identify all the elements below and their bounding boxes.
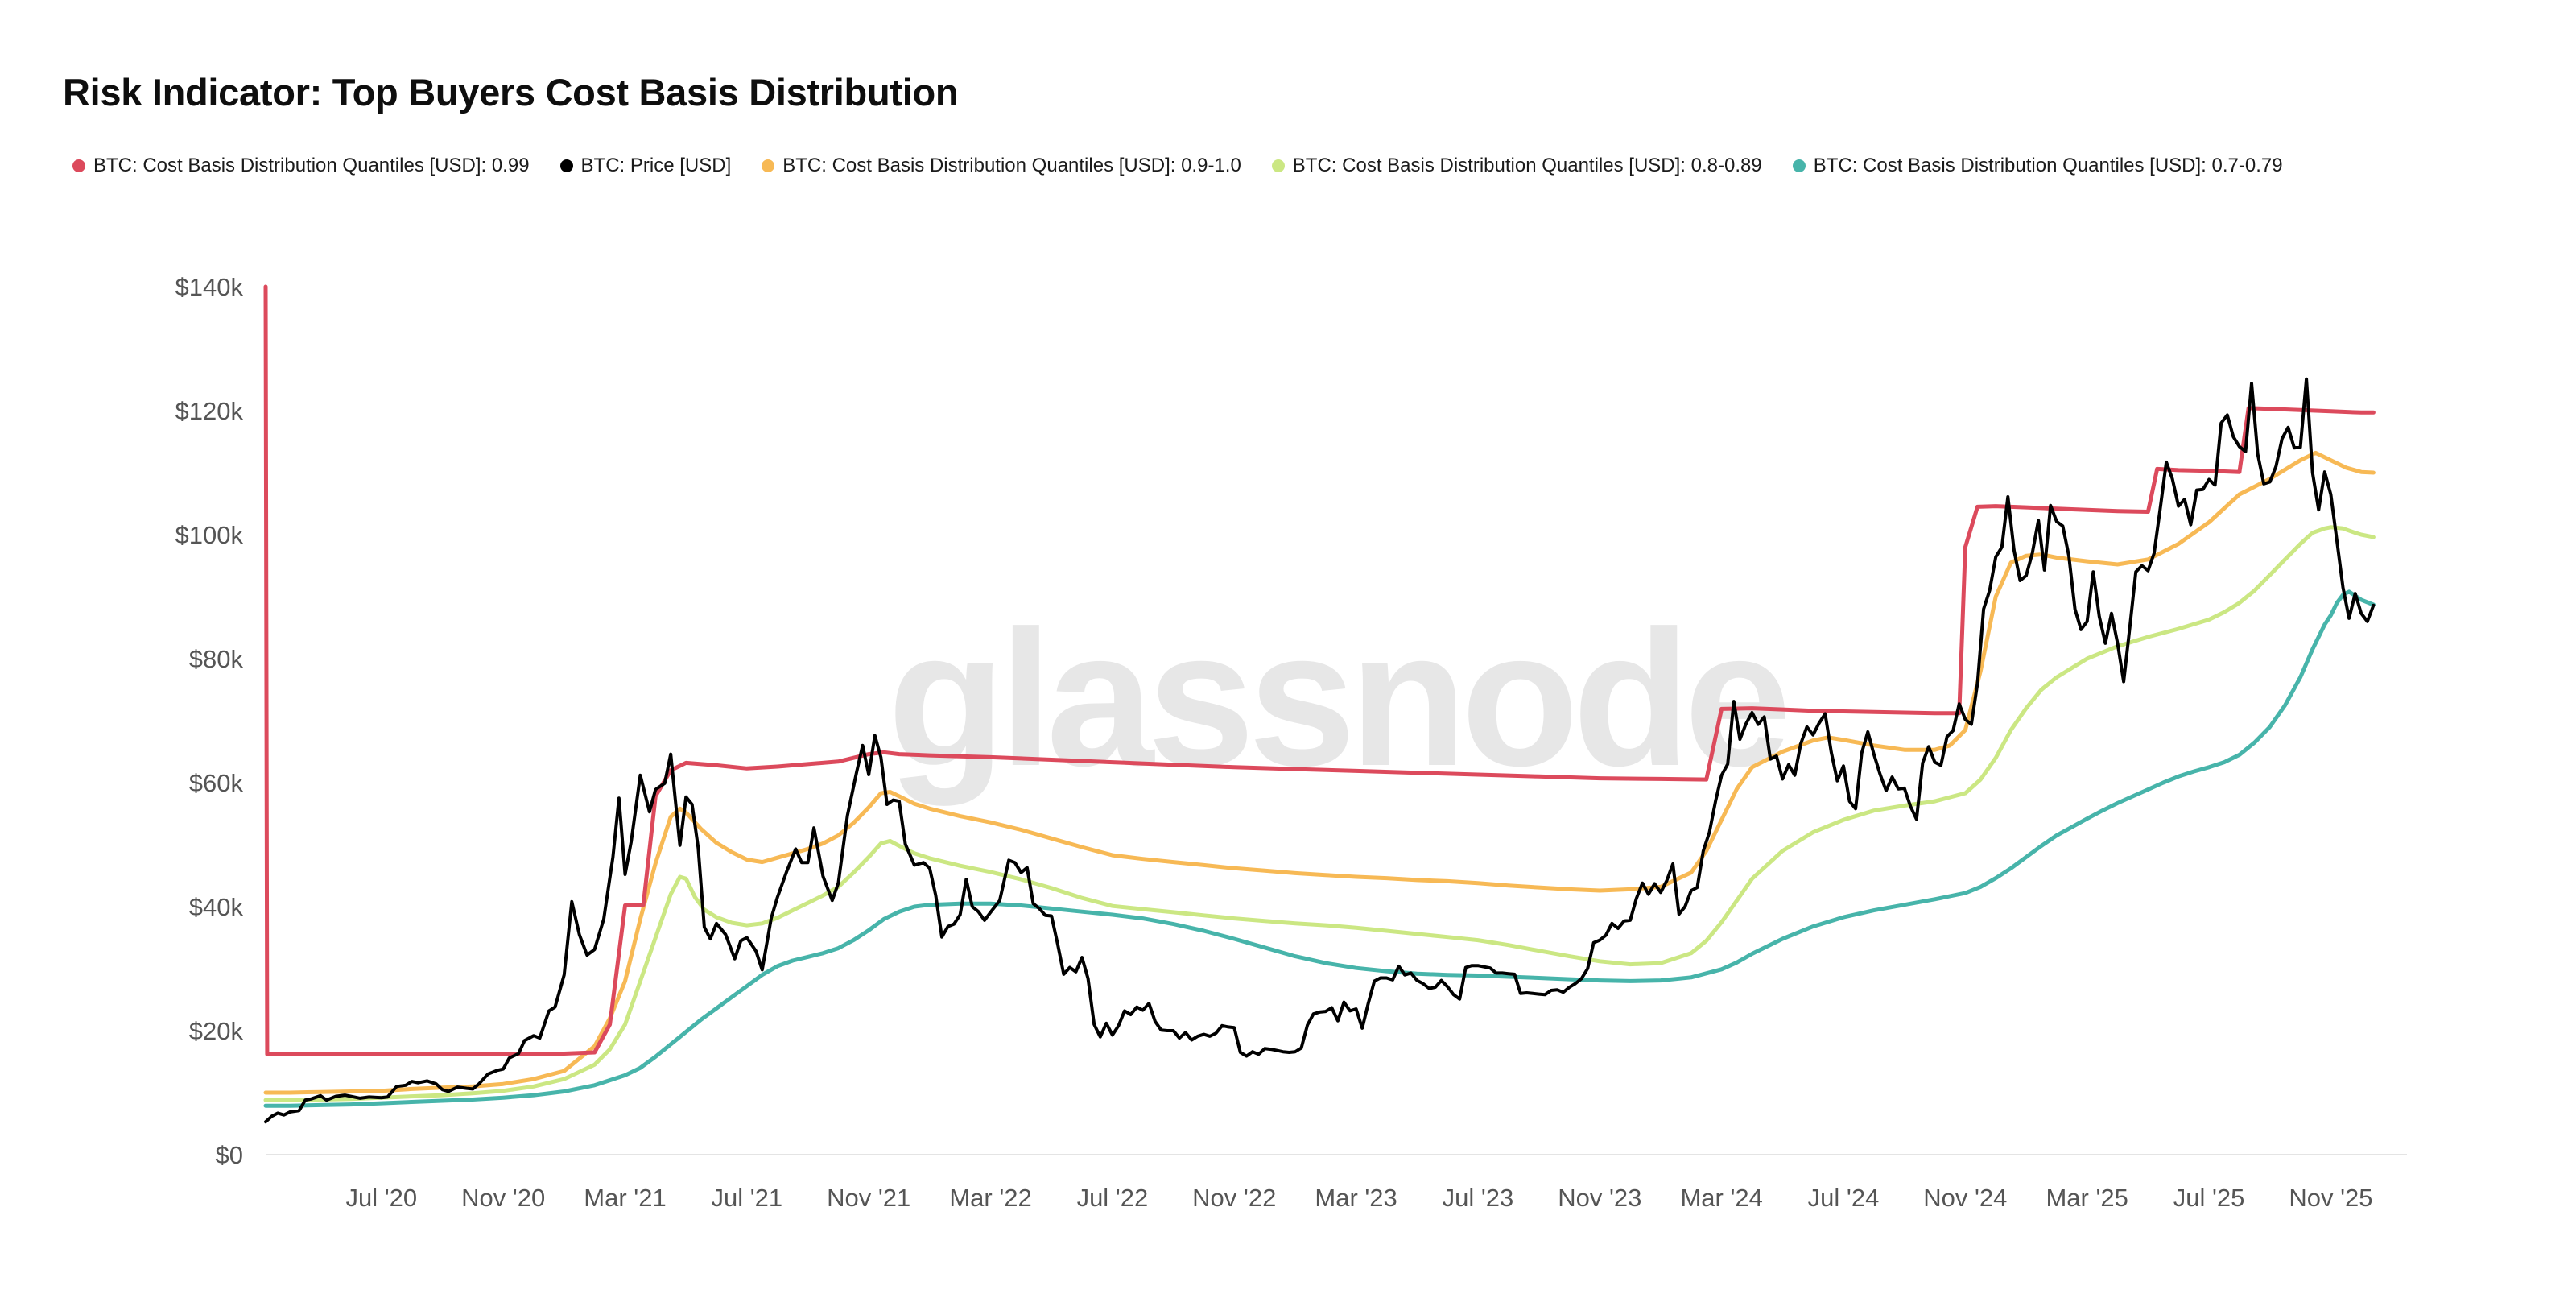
legend-dot-icon bbox=[559, 159, 573, 172]
y-tick-label: $140k bbox=[175, 273, 244, 301]
x-tick-label: Jul '21 bbox=[712, 1184, 783, 1212]
legend-item-quantile-09-10[interactable]: BTC: Cost Basis Distribution Quantiles [… bbox=[762, 155, 1241, 177]
legend-item-price[interactable]: BTC: Price [USD] bbox=[559, 155, 732, 177]
y-tick-label: $20k bbox=[189, 1017, 244, 1045]
series-line[interactable] bbox=[264, 377, 2376, 1124]
series-line[interactable] bbox=[263, 450, 2376, 1095]
legend-dot-icon bbox=[72, 159, 85, 172]
chart-legend: BTC: Cost Basis Distribution Quantiles [… bbox=[72, 155, 2283, 177]
legend-label: BTC: Cost Basis Distribution Quantiles [… bbox=[1292, 155, 1762, 176]
x-tick-label: Mar '24 bbox=[1680, 1184, 1762, 1212]
legend-dot-icon bbox=[1271, 159, 1285, 172]
x-tick-label: Nov '23 bbox=[1558, 1184, 1641, 1212]
y-tick-label: $80k bbox=[189, 645, 244, 673]
legend-label: BTC: Price [USD] bbox=[580, 155, 732, 176]
legend-label: BTC: Cost Basis Distribution Quantiles [… bbox=[1813, 155, 2283, 176]
legend-item-quantile-099[interactable]: BTC: Cost Basis Distribution Quantiles [… bbox=[72, 155, 530, 177]
legend-dot-icon bbox=[762, 159, 775, 172]
x-tick-label: Nov '21 bbox=[827, 1184, 910, 1212]
x-tick-label: Mar '23 bbox=[1315, 1184, 1397, 1212]
legend-item-quantile-07-079[interactable]: BTC: Cost Basis Distribution Quantiles [… bbox=[1792, 155, 2283, 177]
x-tick-label: Nov '22 bbox=[1192, 1184, 1276, 1212]
x-tick-label: Mar '22 bbox=[949, 1184, 1031, 1212]
x-tick-label: Mar '21 bbox=[584, 1184, 666, 1212]
watermark-text: glassnode bbox=[888, 590, 1786, 806]
x-tick-label: Nov '24 bbox=[1923, 1184, 2007, 1212]
y-tick-label: $60k bbox=[189, 769, 244, 797]
legend-label: BTC: Cost Basis Distribution Quantiles [… bbox=[782, 155, 1241, 176]
x-tick-label: Jul '22 bbox=[1077, 1184, 1149, 1212]
page-title: Risk Indicator: Top Buyers Cost Basis Di… bbox=[63, 71, 959, 114]
y-tick-label: $120k bbox=[175, 397, 244, 425]
y-tick-label: $0 bbox=[216, 1141, 243, 1169]
series-line[interactable] bbox=[263, 284, 2376, 1056]
y-tick-label: $40k bbox=[189, 893, 244, 921]
x-tick-label: Nov '25 bbox=[2289, 1184, 2372, 1212]
x-tick-label: Mar '25 bbox=[2046, 1184, 2128, 1212]
x-tick-label: Jul '24 bbox=[1808, 1184, 1880, 1212]
x-tick-label: Jul '23 bbox=[1443, 1184, 1514, 1212]
x-tick-label: Jul '25 bbox=[2174, 1184, 2245, 1212]
legend-label: BTC: Cost Basis Distribution Quantiles [… bbox=[93, 155, 530, 176]
x-tick-label: Jul '20 bbox=[345, 1184, 417, 1212]
legend-dot-icon bbox=[1792, 159, 1806, 172]
series-line[interactable] bbox=[263, 525, 2376, 1102]
series-line[interactable] bbox=[263, 589, 2376, 1108]
x-tick-label: Nov '20 bbox=[461, 1184, 545, 1212]
legend-item-quantile-08-089[interactable]: BTC: Cost Basis Distribution Quantiles [… bbox=[1271, 155, 1762, 177]
y-tick-label: $100k bbox=[175, 521, 244, 549]
